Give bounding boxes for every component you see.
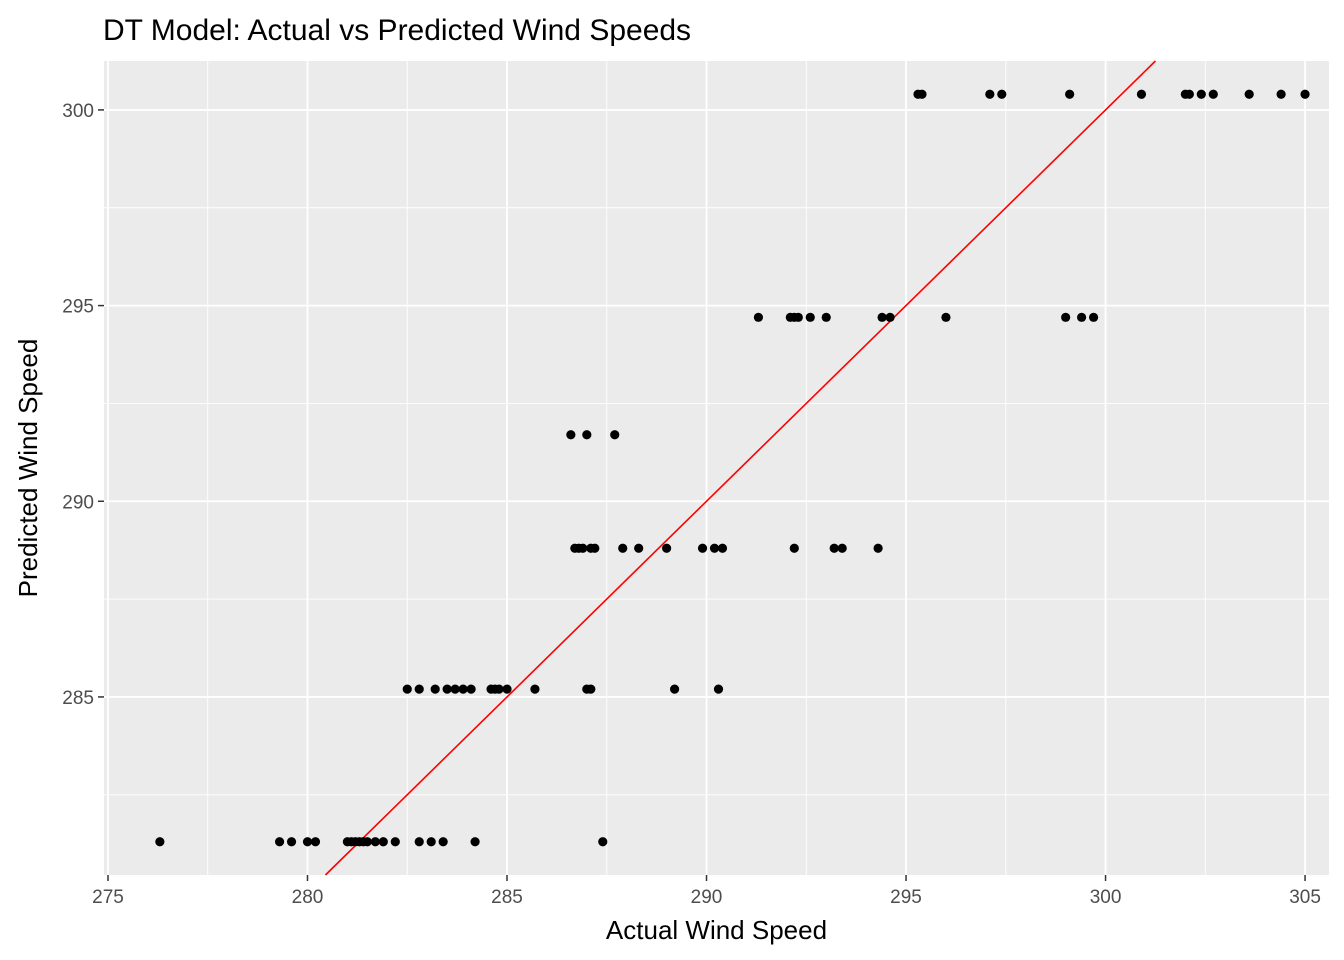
data-point [566, 430, 576, 440]
data-point [618, 543, 628, 553]
data-point [610, 430, 620, 440]
plot-panel [104, 61, 1329, 875]
data-point [402, 684, 412, 694]
data-point [494, 684, 504, 694]
x-tick-label: 290 [691, 887, 723, 908]
data-point [697, 543, 708, 553]
data-point [466, 684, 476, 694]
data-point [997, 89, 1007, 99]
x-tick-label: 295 [890, 887, 922, 908]
data-point [470, 837, 480, 847]
data-point [286, 837, 297, 847]
data-point [390, 837, 400, 847]
x-axis: 275 280 285 290 295 300 305 [92, 875, 1321, 908]
data-point [414, 684, 424, 694]
reference-line-layer [324, 60, 1156, 876]
data-point [1136, 89, 1147, 99]
data-point [598, 837, 608, 847]
data-point [717, 543, 728, 553]
y-tick-label: 290 [62, 492, 94, 513]
data-point [885, 312, 895, 322]
data-point [442, 684, 452, 694]
data-point [458, 684, 468, 694]
data-point [502, 684, 512, 694]
data-point [1077, 312, 1087, 322]
data-point [430, 684, 440, 694]
y-axis: 285 290 295 300 [62, 101, 104, 709]
y-tick-label: 300 [62, 101, 94, 122]
data-point [634, 543, 644, 553]
data-point [709, 543, 720, 553]
y-axis-title: Predicted Wind Speed [13, 339, 43, 598]
data-point [1244, 89, 1254, 99]
data-point [582, 430, 592, 440]
data-point [1276, 89, 1286, 99]
data-point [586, 684, 596, 694]
data-points [155, 89, 1310, 847]
data-point [362, 837, 372, 847]
major-gridlines [104, 61, 1329, 875]
x-axis-title: Actual Wind Speed [606, 915, 827, 945]
data-point [829, 543, 839, 553]
x-tick-label: 305 [1289, 887, 1321, 908]
data-point [1208, 89, 1218, 99]
data-point [1088, 312, 1099, 322]
data-point [155, 837, 165, 847]
x-tick-label: 285 [491, 887, 523, 908]
data-point [941, 312, 951, 322]
data-point [438, 837, 448, 847]
data-point [530, 684, 540, 694]
data-point [414, 837, 424, 847]
data-point [378, 837, 388, 847]
data-point [302, 837, 313, 847]
data-point [877, 312, 887, 322]
data-point [370, 837, 380, 847]
data-point [1061, 312, 1071, 322]
data-point [805, 312, 815, 322]
data-point [310, 837, 321, 847]
data-point [578, 543, 588, 553]
data-point [1065, 89, 1075, 99]
data-point [450, 684, 460, 694]
data-point [1196, 89, 1206, 99]
x-tick-label: 300 [1090, 887, 1122, 908]
reference-line [324, 60, 1156, 876]
data-point [753, 312, 763, 322]
x-tick-label: 275 [92, 887, 124, 908]
data-point [590, 543, 600, 553]
data-point [1184, 89, 1194, 99]
y-tick-label: 295 [62, 297, 94, 318]
data-point [274, 837, 285, 847]
data-point [1300, 89, 1310, 99]
data-point [837, 543, 847, 553]
data-point [789, 543, 799, 553]
data-point [793, 312, 803, 322]
data-point [713, 684, 724, 694]
data-point [985, 89, 995, 99]
x-tick-label: 280 [292, 887, 324, 908]
data-point [917, 89, 927, 99]
data-point [670, 684, 680, 694]
data-point [873, 543, 883, 553]
data-point [426, 837, 436, 847]
data-point [821, 312, 831, 322]
y-tick-label: 285 [62, 688, 94, 709]
chart-title: DT Model: Actual vs Predicted Wind Speed… [103, 14, 691, 47]
data-point [662, 543, 672, 553]
